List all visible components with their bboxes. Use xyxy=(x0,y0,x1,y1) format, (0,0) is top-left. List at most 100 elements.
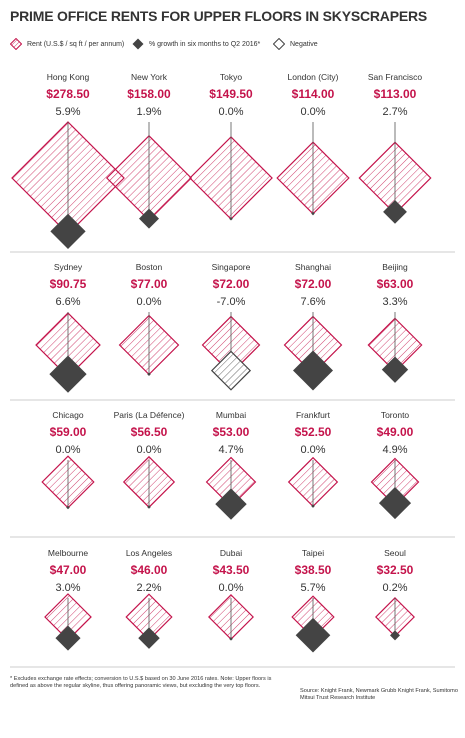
legend-rent-label: Rent (U.S.$ / sq ft / per annum) xyxy=(27,40,125,48)
source-note: Source: Knight Frank, Newmark Grubb Knig… xyxy=(300,688,458,702)
legend-negative-swatch xyxy=(273,38,285,50)
growth-label: 3.3% xyxy=(382,296,407,308)
growth-label: 0.0% xyxy=(55,0,80,3)
city-label: Singapore xyxy=(212,262,251,272)
legend-growth-label: % growth in six months to Q2 2016* xyxy=(149,40,261,48)
growth-label: 2.7% xyxy=(382,106,407,118)
rent-label: $53.00 xyxy=(213,425,250,439)
city-label: Toronto xyxy=(381,410,410,420)
growth-label: 4.7% xyxy=(218,444,243,456)
city-label: Taipei xyxy=(302,548,324,558)
growth-diamond xyxy=(295,617,331,653)
growth-diamond xyxy=(215,488,247,520)
growth-diamond xyxy=(381,356,409,383)
city-tokyo: Tokyo $149.50 0.0% xyxy=(189,72,273,221)
rent-label: $52.50 xyxy=(295,425,332,439)
growth-label: 0.0% xyxy=(136,296,161,308)
city-toronto: Toronto $49.00 4.9% xyxy=(370,410,420,520)
growth-label: 0.0% xyxy=(300,106,325,118)
rent-label: $49.00 xyxy=(377,425,414,439)
growth-diamond xyxy=(229,216,233,221)
city-boston: Boston $77.00 0.0% xyxy=(118,262,180,376)
rent-label: $77.00 xyxy=(131,277,168,291)
legend-rent-swatch xyxy=(10,38,22,50)
growth-diamond xyxy=(55,625,81,651)
growth-diamond xyxy=(311,504,315,508)
growth-diamond xyxy=(49,355,87,393)
city-label: Beijing xyxy=(382,262,408,272)
rent-label: $90.75 xyxy=(50,277,87,291)
legend-rent: Rent (U.S.$ / sq ft / per annum) xyxy=(10,38,124,50)
city-label: Hong Kong xyxy=(47,72,90,82)
growth-diamond xyxy=(383,199,407,224)
legend-negative: Negative xyxy=(273,38,318,50)
rent-label: $56.50 xyxy=(131,425,168,439)
growth-diamond xyxy=(66,505,70,510)
growth-diamond xyxy=(390,630,400,641)
city-label: Mumbai xyxy=(216,410,246,420)
growth-label: 1.9% xyxy=(136,106,161,118)
legend-growth-swatch xyxy=(132,38,144,50)
rent-label: $72.00 xyxy=(295,277,332,291)
city-singapore: Singapore $72.00 -7.0% xyxy=(201,262,261,391)
city-label: New York xyxy=(131,72,168,82)
rent-label: $38.50 xyxy=(295,563,332,577)
city-label: Chicago xyxy=(52,410,83,420)
growth-diamond xyxy=(311,211,315,216)
growth-label: 0.2% xyxy=(382,582,407,594)
city-sydney: Sydney $90.75 6.6% xyxy=(35,262,101,393)
rent-label: $278.50 xyxy=(46,87,90,101)
growth-label: 6.6% xyxy=(55,296,80,308)
rent-label: $59.00 xyxy=(50,425,87,439)
rent-label: $72.00 xyxy=(213,277,250,291)
footnote: * Excludes exchange rate effects; conver… xyxy=(10,676,272,690)
growth-label: 5.7% xyxy=(300,582,325,594)
legend-negative-label: Negative xyxy=(290,40,318,48)
growth-label: 4.9% xyxy=(382,444,407,456)
rent-label: $43.50 xyxy=(213,563,250,577)
growth-label: 3.0% xyxy=(55,582,80,594)
growth-diamond xyxy=(139,208,159,229)
city-melbourne: Melbourne $47.00 3.0% xyxy=(44,548,92,651)
city-mumbai: Mumbai $53.00 4.7% xyxy=(205,410,257,520)
city-label: Los Angeles xyxy=(126,548,172,558)
rent-label: $46.00 xyxy=(131,563,168,577)
rent-label: $113.00 xyxy=(374,87,417,101)
city-seoul: Seoul $32.50 0.2% xyxy=(375,548,415,641)
growth-diamond xyxy=(138,627,160,649)
city-label: San Francisco xyxy=(368,72,423,82)
city-shanghai: Shanghai $72.00 7.6% xyxy=(283,262,343,391)
rent-label: 28.50% xyxy=(48,0,89,3)
growth-label: 0.0% xyxy=(136,444,161,456)
city-label: Tokyo xyxy=(220,72,242,82)
rent-label: $149.50 xyxy=(209,87,253,101)
city-label: Seoul xyxy=(384,548,406,558)
city-beijing: Beijing $63.00 3.3% xyxy=(367,262,423,383)
city-taipei: Taipei $38.50 5.7% xyxy=(291,548,335,653)
row-dividers xyxy=(10,251,455,668)
growth-diamond xyxy=(378,487,412,520)
rent-label: $158.00 xyxy=(127,87,171,101)
rent-label: $47.00 xyxy=(50,563,87,577)
city-label: Shanghai xyxy=(295,262,331,272)
rent-label: $32.50 xyxy=(377,563,414,577)
growth-diamond-hatch xyxy=(212,352,250,389)
growth-diamond xyxy=(147,505,151,509)
growth-label: 0.0% xyxy=(300,444,325,456)
growth-label: 7.6% xyxy=(300,296,325,308)
city-chicago: Chicago $59.00 0.0% xyxy=(41,410,95,510)
growth-diamond xyxy=(147,372,151,376)
growth-label: 5.9% xyxy=(55,106,80,118)
city-label: Sydney xyxy=(54,262,83,272)
growth-label: 2.2% xyxy=(136,582,161,594)
city-label: Madrid xyxy=(55,0,81,2)
city-paris-la-d-fence: Paris (La Défence) $56.50 0.0% xyxy=(114,410,185,509)
city-label: Dubai xyxy=(220,548,242,558)
legend: Rent (U.S.$ / sq ft / per annum) % growt… xyxy=(10,38,455,56)
city-new-york: New York $158.00 1.9% xyxy=(105,72,193,229)
rent-label: $114.00 xyxy=(292,87,335,101)
growth-label: 0.0% xyxy=(218,582,243,594)
city-hong-kong: Hong Kong $278.50 5.9% xyxy=(11,72,125,249)
city-label: Frankfurt xyxy=(296,410,331,420)
legend-growth: % growth in six months to Q2 2016* xyxy=(132,38,260,50)
